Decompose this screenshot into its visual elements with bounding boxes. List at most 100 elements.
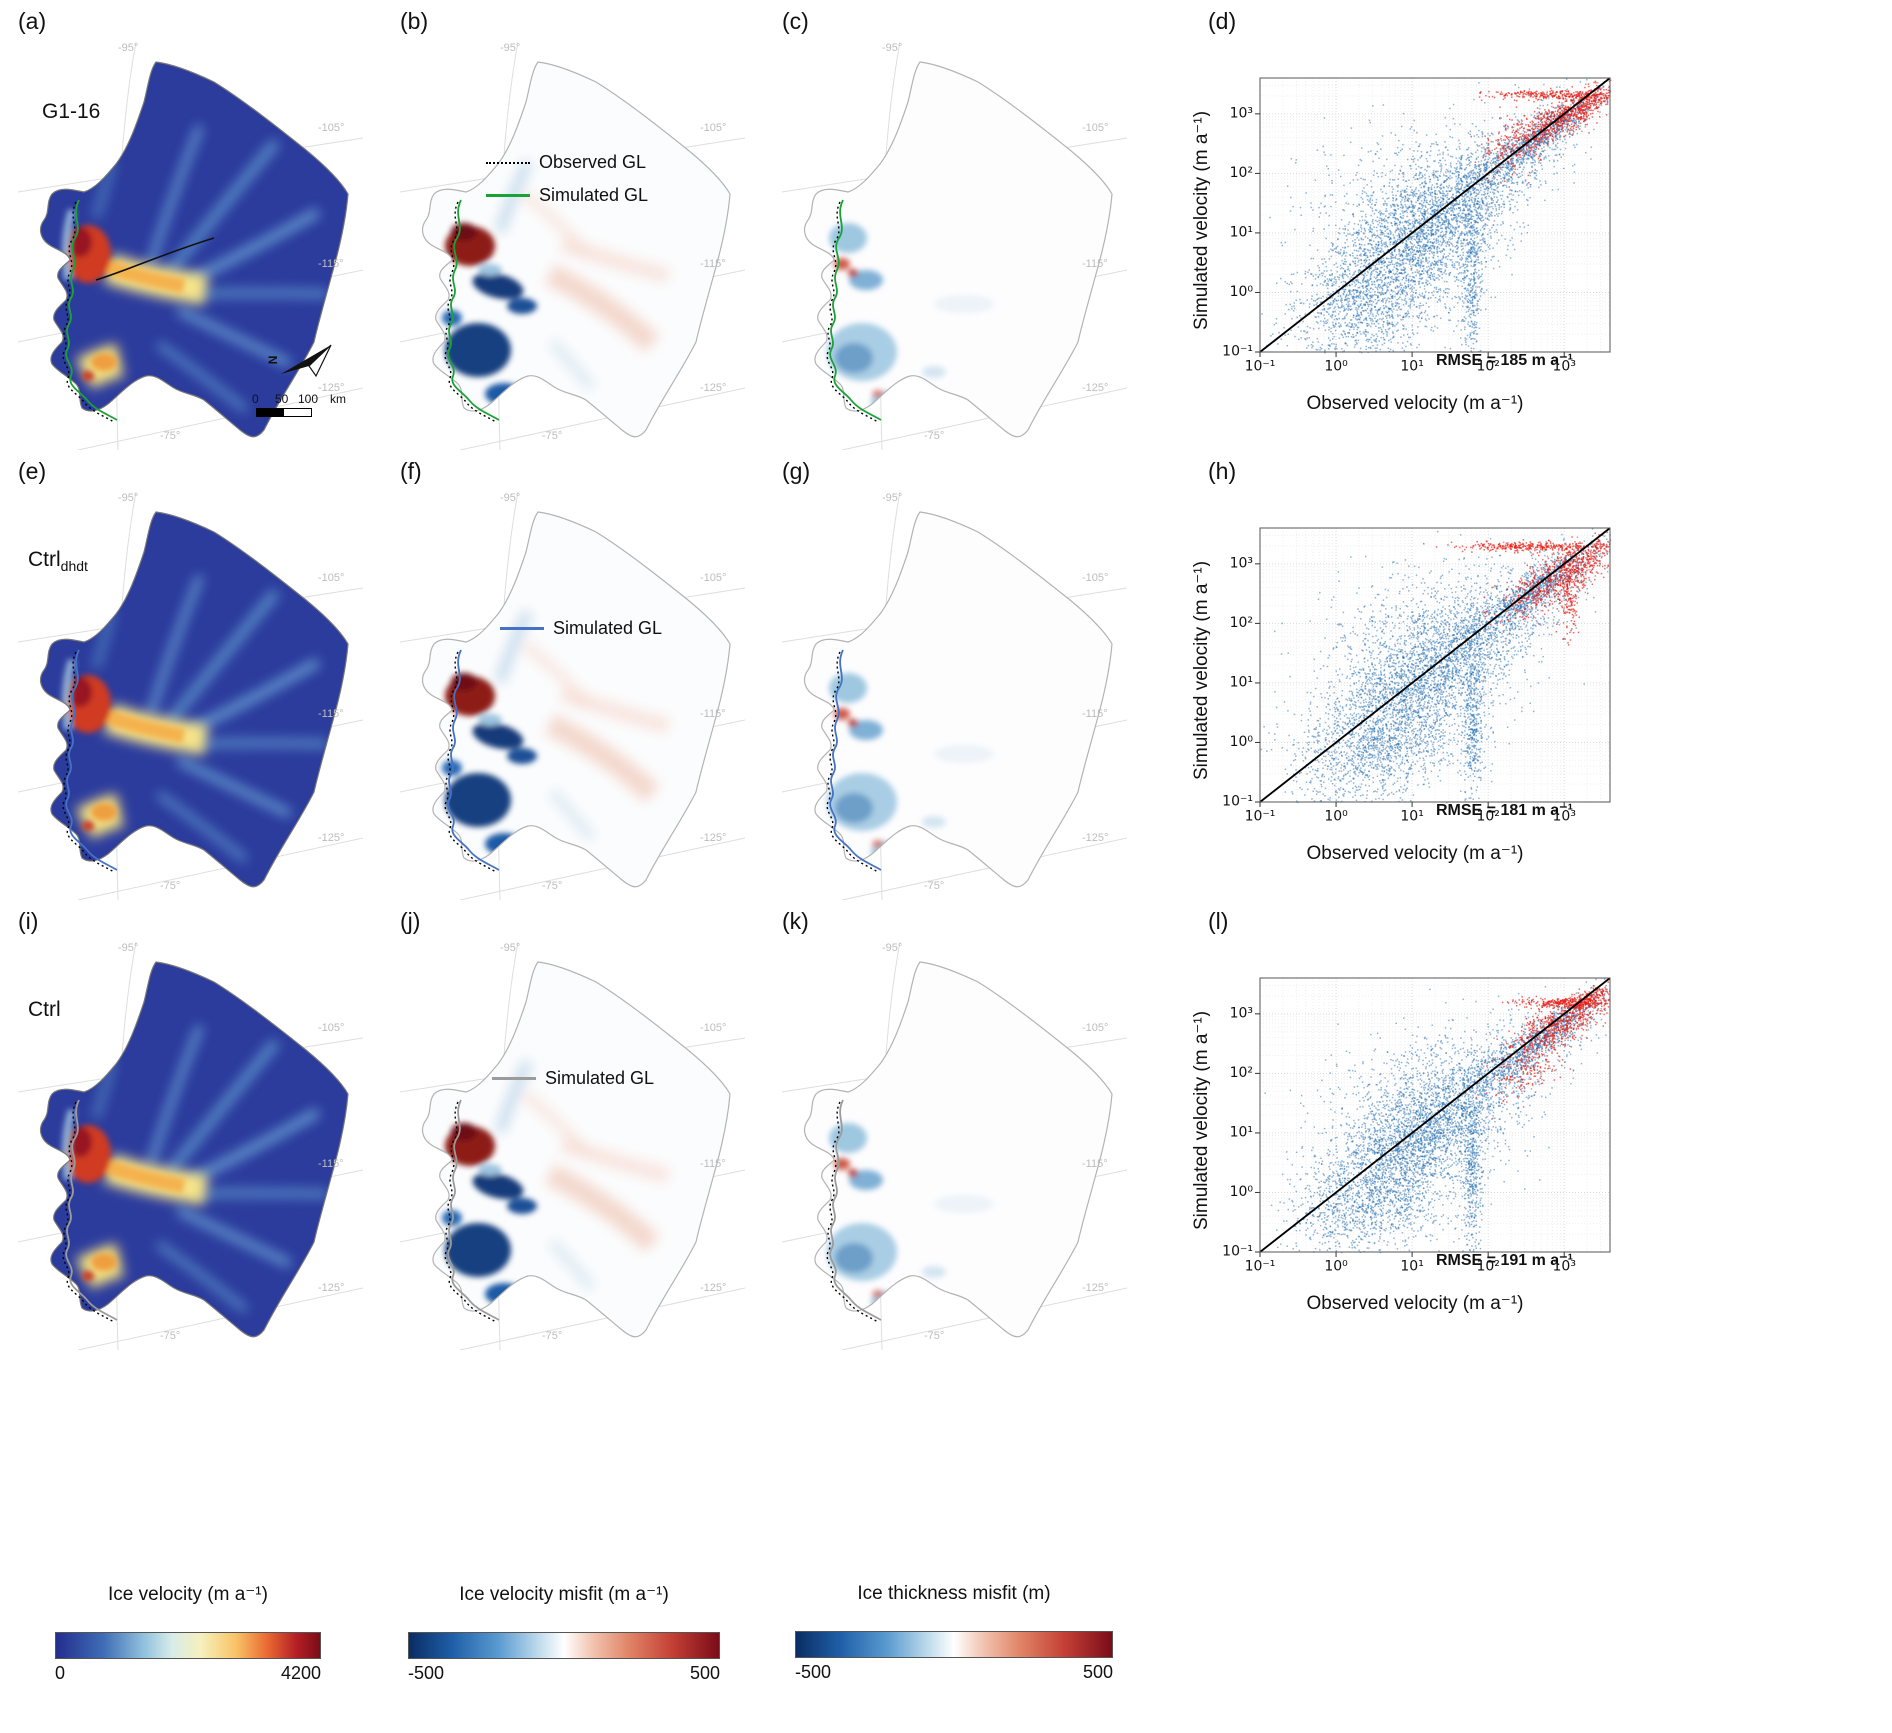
map-graphic — [400, 942, 745, 1350]
rmse-annotation: RMSE = 185 m a⁻¹ — [1436, 352, 1573, 369]
map-graphic — [18, 942, 363, 1350]
simulated-gl-line-icon — [500, 627, 544, 630]
graticule-label: -95° — [118, 492, 139, 504]
simulated-gl-line-icon — [486, 194, 530, 197]
panel-label-i: (i) — [18, 908, 39, 934]
map-graphic — [18, 492, 363, 900]
graticule-label: -115° — [318, 258, 344, 270]
scatter-canvas-d — [1210, 68, 1620, 388]
north-arrow-graphic — [280, 344, 332, 378]
colorbar-gradient-diverging — [795, 1631, 1113, 1658]
x-axis-label: Observed velocity (m a⁻¹) — [1306, 1293, 1524, 1314]
run-label-ctrl-dhdt: Ctrldhdt — [28, 548, 88, 575]
gl-legend: Simulated GL — [500, 618, 662, 651]
map-graphic — [782, 42, 1127, 450]
graticule-label: -95° — [882, 942, 903, 954]
panel-label-l: (l) — [1208, 908, 1229, 934]
graticule-label: -115° — [700, 708, 726, 720]
panel-e: (e) Ctrldhdt -95° -105° -115° -125° -75° — [18, 458, 363, 904]
colorbar-gradient-velocity — [55, 1632, 321, 1659]
graticule-label: -95° — [500, 492, 521, 504]
graticule-label: -75° — [924, 430, 945, 442]
graticule-label: -95° — [500, 42, 521, 54]
north-arrow-icon: N — [265, 342, 333, 378]
simulated-gl-line-icon — [492, 1077, 536, 1080]
map-velocity-misfit-ctrl-dhdt: Simulated GL -95° -105° -115° -125° -75° — [400, 492, 745, 900]
scale-bar: 0 50 100 km — [252, 392, 366, 420]
panel-j: (j) Simulated GL — [400, 908, 745, 1354]
panel-c: (c) -95° -105° -115° -125° -75° — [782, 8, 1127, 454]
x-axis-label: Observed velocity (m a⁻¹) — [1306, 393, 1524, 414]
rmse-annotation: RMSE = 191 m a⁻¹ — [1436, 1252, 1573, 1269]
scatter-plot-h: RMSE = 181 m a⁻¹ — [1210, 518, 1620, 838]
graticule-label: -75° — [924, 1330, 945, 1342]
run-label-g1-16: G1-16 — [42, 100, 101, 123]
graticule-label: -125° — [318, 382, 345, 394]
graticule-label: -115° — [700, 1158, 726, 1170]
legend-label: Observed GL — [539, 152, 647, 172]
graticule-label: -105° — [700, 572, 727, 584]
legend-label: Simulated GL — [545, 1068, 655, 1088]
panel-a: (a) G1-16 N — [18, 8, 363, 454]
panel-label-f: (f) — [400, 458, 422, 484]
graticule-label: -75° — [542, 880, 563, 892]
graticule-label: -105° — [318, 572, 345, 584]
colorbar-range: -500 500 — [795, 1662, 1113, 1682]
scatter-plot-l: RMSE = 191 m a⁻¹ — [1210, 968, 1620, 1288]
colorbar-title: Ice velocity (m a⁻¹) — [108, 1584, 268, 1605]
graticule-label: -125° — [700, 832, 727, 844]
legend-label: Simulated GL — [539, 185, 649, 205]
graticule-label: -115° — [1082, 708, 1108, 720]
colorbar-velocity-misfit: Ice velocity misfit (m a⁻¹) -500 500 — [408, 1583, 720, 1684]
panel-k: (k) -95° -105° -115° -125° -75° — [782, 908, 1127, 1354]
graticule-label: -105° — [318, 1022, 345, 1034]
map-graphic — [18, 42, 363, 450]
scatter-plot-d: RMSE = 185 m a⁻¹ — [1210, 68, 1620, 388]
map-thickness-misfit-ctrl-dhdt: -95° -105° -115° -125° -75° — [782, 492, 1127, 900]
legend-item-simulated-gl: Simulated GL — [486, 185, 648, 206]
run-label-ctrl: Ctrl — [28, 998, 61, 1021]
simulated-gl-line — [65, 649, 118, 871]
scatter-canvas-h — [1210, 518, 1620, 838]
graticule-label: -95° — [882, 42, 903, 54]
panel-l: (l) Simulated velocity (m a⁻¹) RMSE = 19… — [1180, 908, 1660, 1354]
panel-h: (h) Simulated velocity (m a⁻¹) RMSE = 18… — [1180, 458, 1660, 904]
map-ice-velocity-g1-16: G1-16 N 0 50 100 km -95° -105° -115° -125° -… — [18, 42, 363, 450]
graticule-label: -115° — [1082, 258, 1108, 270]
gl-legend: Simulated GL — [492, 1068, 654, 1101]
graticule-label: -115° — [318, 1158, 344, 1170]
legend-item-observed-gl: Observed GL — [486, 152, 648, 173]
panel-g: (g) -95° -105° -115° -125° -75° — [782, 458, 1127, 904]
simulated-gl-line — [447, 1099, 500, 1321]
graticule-label: -105° — [318, 122, 345, 134]
panel-label-k: (k) — [782, 908, 809, 934]
simulated-gl-line — [447, 649, 500, 871]
panel-label-e: (e) — [18, 458, 47, 484]
panel-b: (b) Observed GL — [400, 8, 745, 454]
colorbar-range: 0 4200 — [55, 1663, 321, 1683]
flowline — [95, 237, 215, 281]
panel-i: (i) Ctrl -95° -105° -115° -125° -75° — [18, 908, 363, 1354]
observed-gl-line-icon — [486, 161, 530, 164]
graticule-label: -75° — [160, 1330, 181, 1342]
colorbar-title: Ice velocity misfit (m a⁻¹) — [459, 1584, 669, 1605]
simulated-gl-line — [829, 649, 882, 871]
map-graphic — [400, 42, 745, 450]
graticule-label: -125° — [318, 1282, 345, 1294]
panel-f: (f) Simulated GL — [400, 458, 745, 904]
map-ice-velocity-ctrl-dhdt: Ctrldhdt -95° -105° -115° -125° -75° — [18, 492, 363, 900]
panel-label-b: (b) — [400, 8, 429, 34]
map-velocity-misfit-g1-16: Observed GL Simulated GL -95° -105° -115° -… — [400, 42, 745, 450]
simulated-gl-line — [65, 199, 118, 421]
graticule-label: -125° — [318, 832, 345, 844]
colorbar-ice-velocity: Ice velocity (m a⁻¹) 0 4200 — [55, 1583, 321, 1684]
colorbar-thickness-misfit: Ice thickness misfit (m) -500 500 — [795, 1583, 1113, 1683]
panel-d: (d) Simulated velocity (m a⁻¹) RMSE = 18… — [1180, 8, 1660, 454]
colorbar-range: -500 500 — [408, 1663, 720, 1683]
gl-legend: Observed GL Simulated GL — [486, 152, 648, 218]
graticule-label: -115° — [700, 258, 726, 270]
map-velocity-misfit-ctrl: Simulated GL -95° -105° -115° -125° -75° — [400, 942, 745, 1350]
colorbar-title: Ice thickness misfit (m) — [857, 1583, 1051, 1604]
graticule-label: -105° — [700, 122, 727, 134]
graticule-label: -95° — [882, 492, 903, 504]
